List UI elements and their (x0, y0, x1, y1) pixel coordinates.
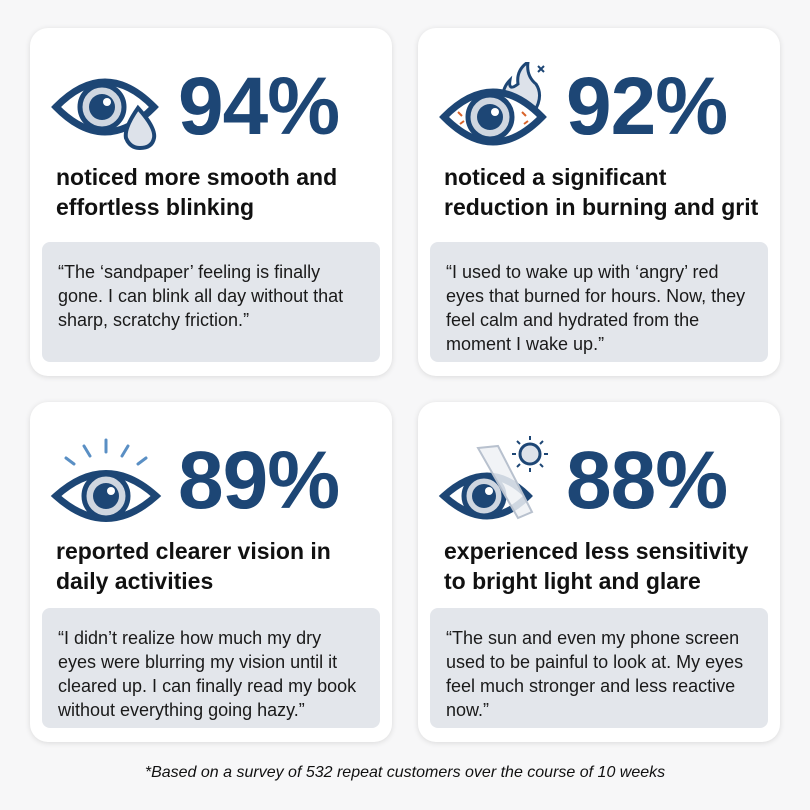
stat-headline: experienced less sensitivity to bright l… (444, 538, 749, 594)
stat-card-burning: 92% noticed a significant reduction in b… (418, 28, 780, 376)
stat-percent: 88% (566, 435, 728, 526)
eye-with-teardrop-icon (51, 78, 159, 151)
testimonial-quote: “The sun and even my phone screen used t… (430, 608, 768, 728)
testimonial-quote: “The ‘sandpaper’ feeling is finally gone… (42, 242, 380, 362)
stat-percent: 89% (178, 435, 340, 526)
stat-percent: 94% (178, 61, 340, 152)
survey-footnote: *Based on a survey of 532 repeat custome… (144, 764, 666, 781)
stat-headline: reported clearer vision in daily activit… (56, 538, 331, 594)
testimonial-quote: “I didn’t realize how much my dry eyes w… (42, 608, 380, 728)
clear-vision-eye-icon (50, 438, 162, 522)
burning-eye-icon (439, 62, 547, 146)
stat-percent: 92% (566, 61, 728, 152)
stat-headline: noticed more smooth and effortless blink… (56, 164, 338, 220)
stat-card-light-sensitivity: 88% experienced less sensitivity to brig… (418, 402, 780, 742)
stat-card-vision: 89% reported clearer vision in daily act… (30, 402, 392, 742)
stat-card-blinking: 94% noticed more smooth and effortless b… (30, 28, 392, 376)
stat-headline: noticed a significant reduction in burni… (444, 164, 759, 220)
testimonial-quote: “I used to wake up with ‘angry’ red eyes… (430, 242, 768, 362)
eye-light-shield-icon (438, 436, 548, 520)
